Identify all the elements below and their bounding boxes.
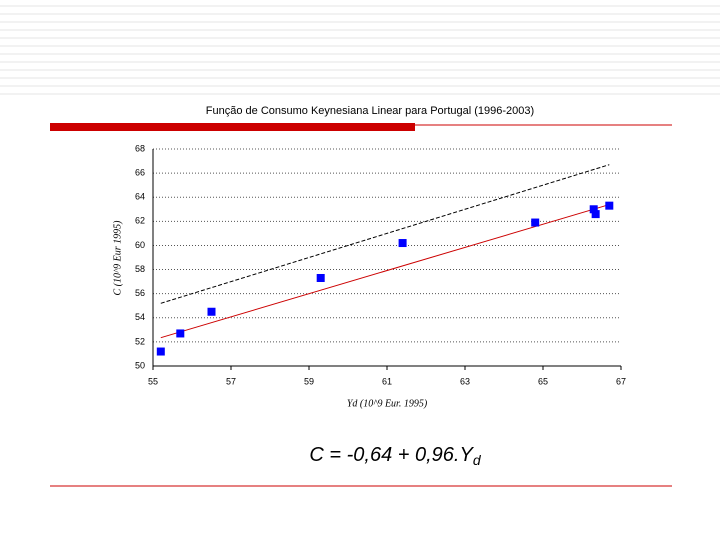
fit-line (160, 204, 610, 339)
reference-line (160, 164, 610, 304)
x-tick-label: 57 (226, 376, 236, 386)
title-bar (50, 123, 415, 131)
y-tick-label: 60 (135, 240, 145, 250)
x-tick-label: 63 (460, 376, 470, 386)
equation-subscript: d (473, 452, 482, 468)
data-point (176, 329, 185, 338)
data-point (156, 347, 165, 356)
x-tick-label: 59 (304, 376, 314, 386)
y-tick-label: 50 (135, 360, 145, 370)
y-tick-label: 64 (135, 192, 145, 202)
data-point (398, 239, 407, 248)
x-axis-label: Yd (10^9 Eur. 1995) (347, 398, 428, 409)
y-tick-label: 66 (135, 167, 145, 177)
equation: C = -0,64 + 0,96.Yd (309, 444, 481, 467)
equation-main: C = -0,64 + 0,96.Y (309, 444, 474, 466)
data-point (591, 210, 600, 219)
x-tick-label: 61 (382, 376, 392, 386)
data-point (605, 201, 614, 210)
slide-background (0, 5, 720, 95)
data-point (531, 218, 540, 227)
y-tick-label: 56 (135, 288, 145, 298)
chart-title: Função de Consumo Keynesiana Linear para… (206, 105, 534, 117)
y-tick-label: 52 (135, 336, 145, 346)
x-tick-label: 67 (616, 376, 626, 386)
x-tick-label: 65 (538, 376, 548, 386)
y-tick-label: 58 (135, 264, 145, 274)
x-tick-label: 55 (148, 376, 158, 386)
data-point (207, 307, 216, 316)
y-tick-label: 68 (135, 143, 145, 153)
y-axis-label: C (10^9 Eur 1995) (112, 220, 123, 296)
y-tick-label: 54 (135, 312, 145, 322)
data-point (589, 205, 598, 214)
y-tick-label: 62 (135, 216, 145, 226)
data-point (316, 273, 325, 282)
